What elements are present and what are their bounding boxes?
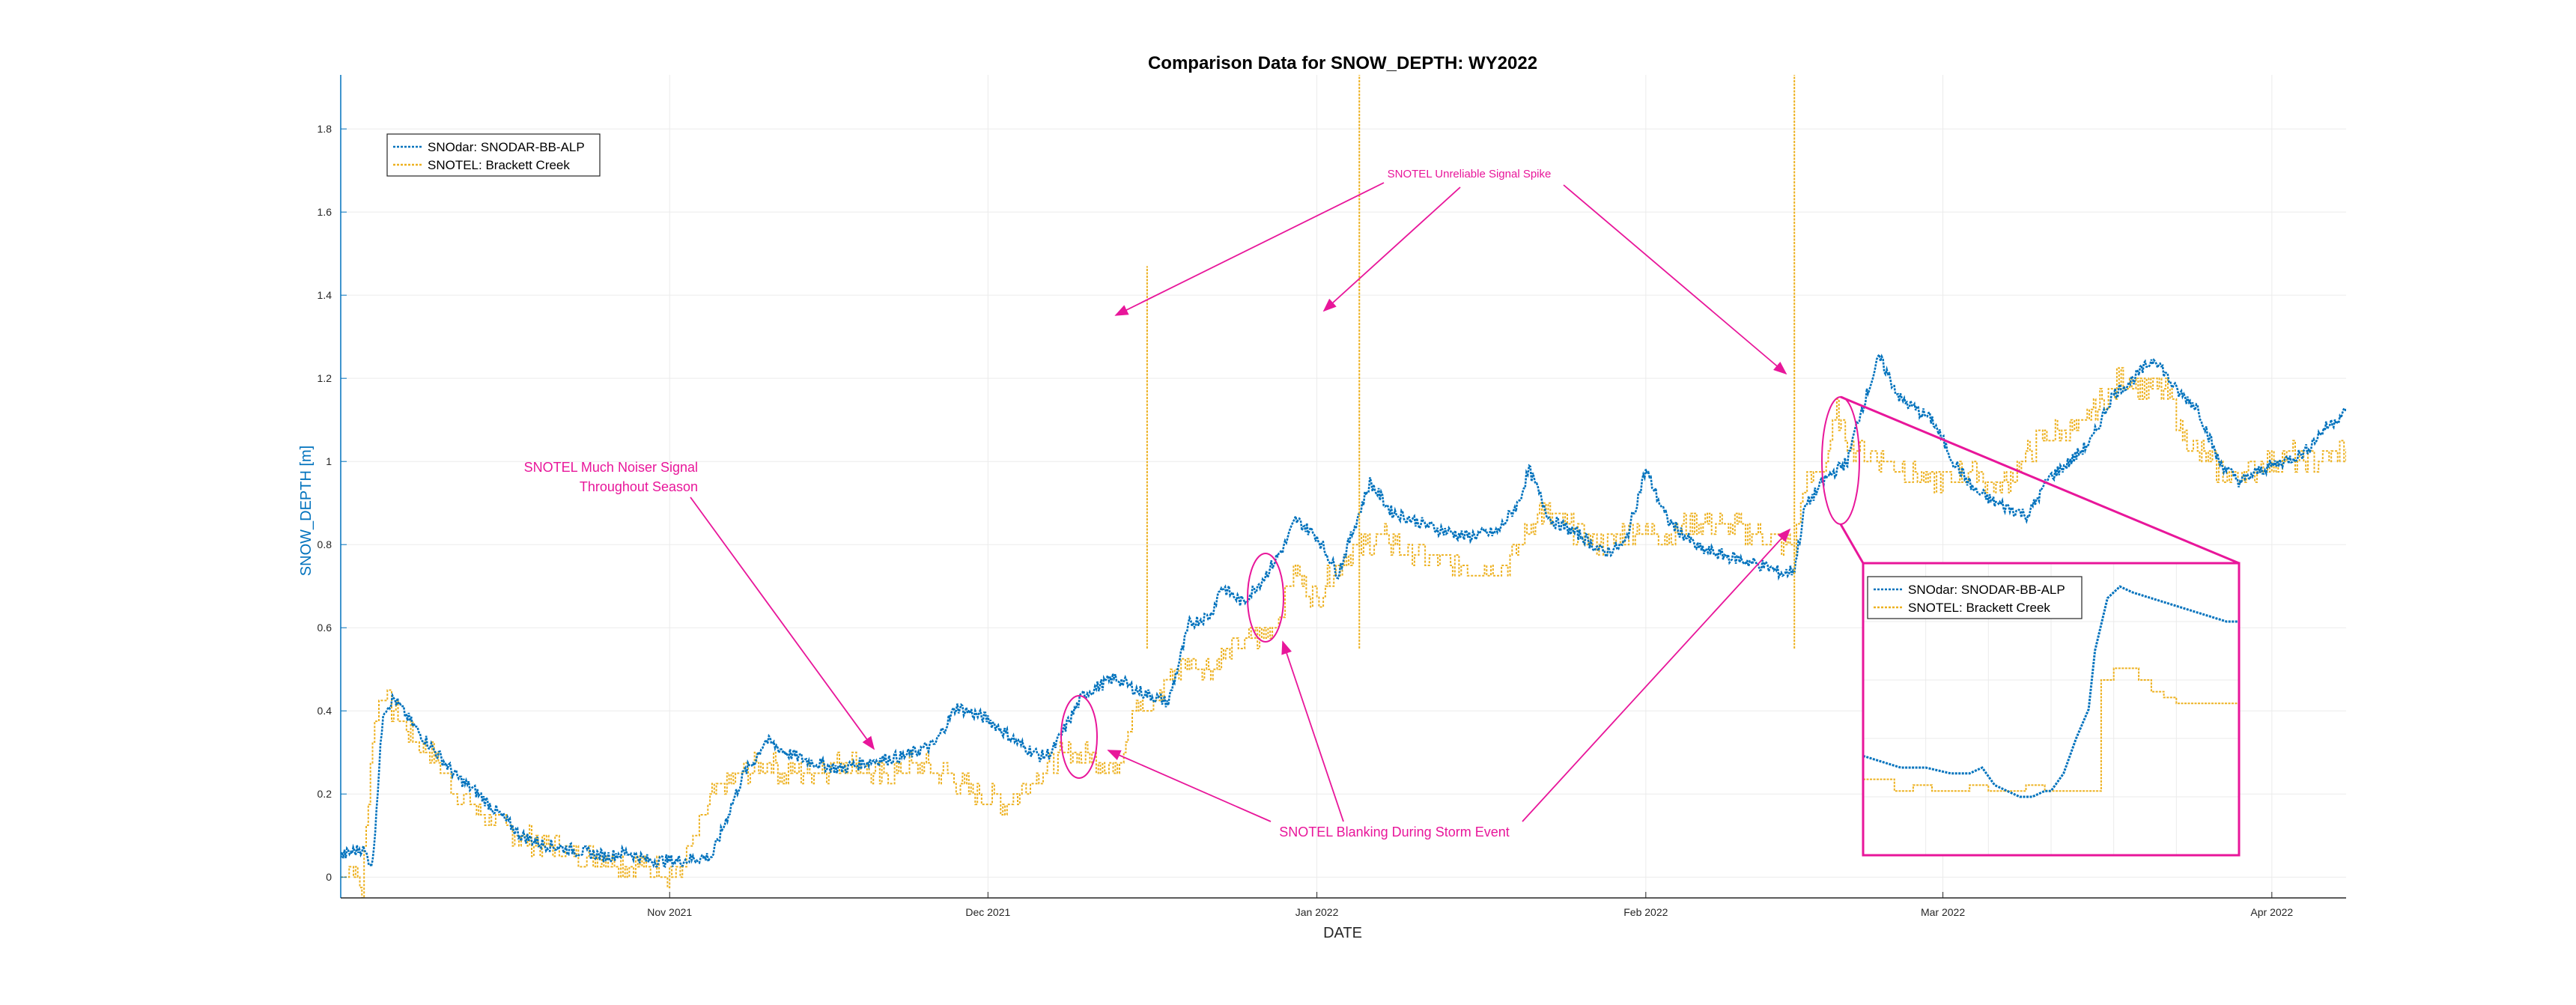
inset-series-snotel bbox=[1863, 667, 2239, 792]
y-tick-label: 1.4 bbox=[318, 289, 332, 301]
annotation-noise-line2: Throughout Season bbox=[580, 479, 698, 494]
zoom-connector-bottom bbox=[1839, 523, 1865, 564]
inset-legend-label-snodar: SNOdar: SNODAR-BB-ALP bbox=[1908, 583, 2065, 597]
inset-grid bbox=[1863, 563, 2239, 855]
arrow-blank-2 bbox=[1281, 640, 1344, 822]
arrow-noise bbox=[690, 497, 875, 750]
y-tick-label: 1.6 bbox=[318, 206, 332, 218]
annotation-spike: SNOTEL Unreliable Signal Spike bbox=[1388, 168, 1552, 180]
x-tick-label: Apr 2022 bbox=[2250, 906, 2293, 918]
annotation-noise-line1: SNOTEL Much Noiser Signal bbox=[524, 460, 698, 475]
grid-lines bbox=[341, 75, 2346, 898]
y-tick-label: 1.8 bbox=[318, 123, 332, 135]
y-tick-label: 1 bbox=[326, 455, 332, 467]
inset-frame bbox=[1862, 562, 2241, 857]
arrow-spike-3 bbox=[1563, 184, 1787, 375]
legend-box bbox=[386, 133, 601, 177]
chart-title: Comparison Data for SNOW_DEPTH: WY2022 bbox=[1148, 53, 1537, 73]
inset-series bbox=[1863, 585, 2239, 798]
y-tick-label: 0.2 bbox=[318, 788, 332, 800]
inset-chart: SNOdar: SNODAR-BB-ALP SNOTEL: Brackett C… bbox=[1862, 562, 2241, 857]
inset-legend-label-snotel: SNOTEL: Brackett Creek bbox=[1908, 601, 2050, 615]
series-snotel-line bbox=[341, 367, 2346, 898]
zoom-connector-top bbox=[1840, 395, 2240, 565]
highlight-ellipse-1 bbox=[1060, 695, 1098, 779]
y-tick-label: 0.4 bbox=[318, 705, 332, 717]
arrow-spike-1 bbox=[1114, 182, 1385, 316]
x-tick-label: Jan 2022 bbox=[1295, 906, 1339, 918]
y-tick-label: 0.6 bbox=[318, 622, 332, 634]
legend: SNOdar: SNODAR-BB-ALP SNOTEL: Brackett C… bbox=[386, 133, 601, 177]
x-tick-label: Feb 2022 bbox=[1623, 906, 1668, 918]
x-tick-label: Dec 2021 bbox=[965, 906, 1010, 918]
x-axis-label: DATE bbox=[1323, 925, 1362, 941]
arrow-blank-1 bbox=[1107, 750, 1272, 822]
y-tick-label: 0 bbox=[326, 871, 332, 883]
annotations: SNOTEL Much Noiser Signal Throughout Sea… bbox=[524, 168, 2240, 839]
inset-legend-box bbox=[1867, 576, 2083, 619]
x-tick-label: Nov 2021 bbox=[647, 906, 692, 918]
arrow-blank-3 bbox=[1522, 528, 1791, 822]
x-tick-label: Mar 2022 bbox=[1921, 906, 1965, 918]
y-axis-label: SNOW_DEPTH [m] bbox=[298, 446, 315, 576]
legend-label-snodar: SNOdar: SNODAR-BB-ALP bbox=[428, 140, 585, 154]
annotation-blank: SNOTEL Blanking During Storm Event bbox=[1279, 825, 1509, 839]
series-snodar-line bbox=[341, 352, 2346, 870]
y-tick-label: 1.2 bbox=[318, 372, 332, 384]
series-layer bbox=[341, 75, 2346, 898]
axes: 0 0.2 0.4 0.6 0.8 1 1.2 1.4 1.6 1.8 Nov 2021 Dec 20… bbox=[318, 75, 2346, 918]
highlight-ellipse-2 bbox=[1247, 553, 1284, 643]
legend-label-snotel: SNOTEL: Brackett Creek bbox=[428, 158, 570, 172]
arrow-spike-2 bbox=[1322, 186, 1461, 312]
y-tick-label: 0.8 bbox=[318, 538, 332, 550]
